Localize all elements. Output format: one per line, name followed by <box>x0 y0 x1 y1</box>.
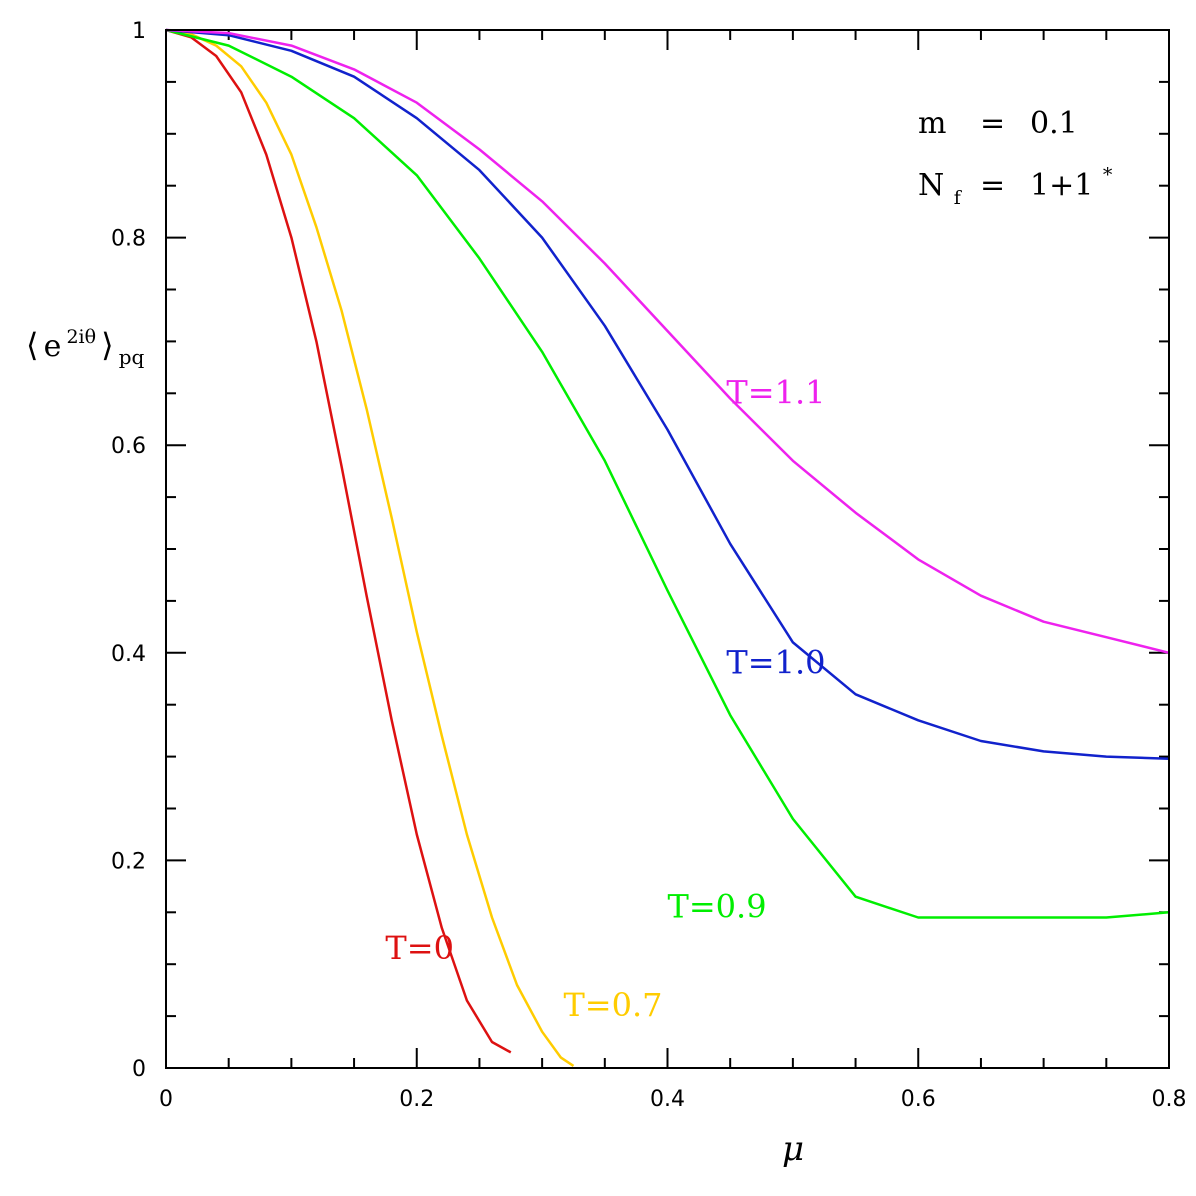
annotation-flavors-rhs: 1+1 <box>1030 168 1093 203</box>
x-axis-title: μ <box>782 1129 804 1169</box>
series-line <box>165 28 1170 919</box>
series-label: T=1.1 <box>726 374 825 412</box>
y-axis-title-open: ⟨ <box>26 326 38 364</box>
y-tick-label: 1 <box>132 19 146 44</box>
series-label: T=1.0 <box>726 644 825 682</box>
x-tick-label: 0.6 <box>901 1087 936 1112</box>
y-axis-title: ⟨ e 2iθ ⟩ pq <box>26 326 145 369</box>
series-label: T=0.9 <box>668 887 767 925</box>
y-tick-label: 0 <box>132 1057 146 1082</box>
annotation-flavors: N f = 1+1 * <box>918 164 1113 212</box>
y-tick-label: 0.8 <box>111 227 146 252</box>
annotation-flavors-sup: * <box>1103 164 1113 186</box>
annotation-mass-eq: = <box>980 106 1005 141</box>
y-axis-title-sub: pq <box>119 345 145 369</box>
series-line <box>165 28 1170 760</box>
series-line <box>165 28 575 1067</box>
y-tick-label: 0.2 <box>111 849 146 874</box>
plot-frame <box>165 29 1170 1069</box>
annotation-mass: m = 0.1 <box>918 106 1078 141</box>
annotation-flavors-eq: = <box>980 168 1005 203</box>
x-tick-label: 0.2 <box>399 1087 434 1112</box>
annotation-flavors-lhs: N <box>918 168 944 203</box>
annotation-mass-lhs: m <box>918 106 946 141</box>
y-axis-title-base: e <box>44 329 62 364</box>
curve-labels: T=0 T=0.7 T=0.9 T=1.0 T=1.1 <box>385 374 825 1024</box>
series-line <box>165 28 1170 655</box>
annotation-mass-rhs: 0.1 <box>1030 106 1078 141</box>
y-axis-title-sup: 2iθ <box>66 326 96 348</box>
series-label: T=0 <box>385 929 454 967</box>
y-axis-title-close: ⟩ <box>101 326 113 364</box>
x-tick-label: 0.8 <box>1152 1087 1187 1112</box>
curves <box>165 28 1170 1067</box>
series-line <box>165 28 512 1054</box>
annotation-flavors-sub: f <box>954 187 963 209</box>
tick-labels: 0 0.2 0.4 0.6 0.8 0 0.2 0.4 0.6 0.8 1 <box>111 19 1187 1112</box>
x-tick-label: 0.4 <box>650 1087 685 1112</box>
y-tick-label: 0.6 <box>111 434 146 459</box>
y-tick-label: 0.4 <box>111 642 146 667</box>
x-tick-label: 0 <box>159 1087 173 1112</box>
series-label: T=0.7 <box>563 986 662 1024</box>
